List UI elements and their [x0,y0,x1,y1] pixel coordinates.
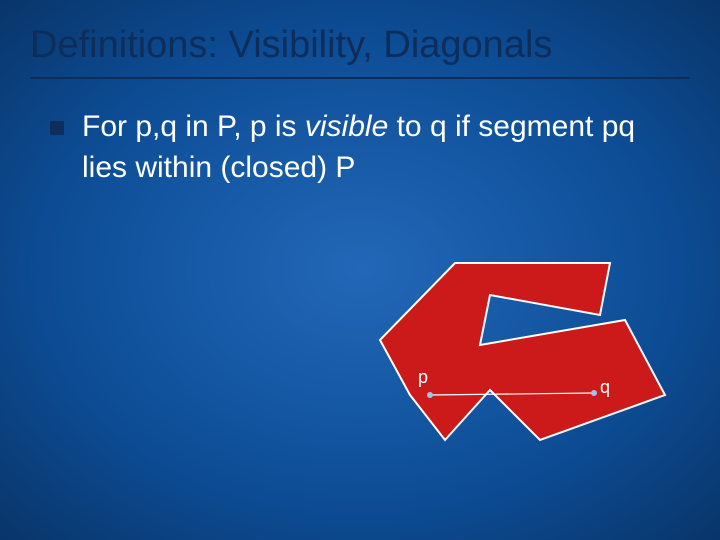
bullet-text: For p,q in P, p is visible to q if segme… [82,107,680,188]
bullet-text-part1: For p,q in P, p is [82,110,305,143]
label-q: q [600,377,610,398]
slide-title: Definitions: Visibility, Diagonals [0,0,720,77]
point-p-dot [427,392,433,398]
title-underline [30,77,690,79]
bullet-marker [50,121,64,135]
bullet-row: For p,q in P, p is visible to q if segme… [0,107,720,188]
bullet-text-italic: visible [305,110,388,143]
visibility-diagram: p q [360,245,690,455]
polygon-p [380,263,665,440]
label-p: p [418,367,428,388]
diagram-svg [360,245,690,455]
point-q-dot [591,390,597,396]
